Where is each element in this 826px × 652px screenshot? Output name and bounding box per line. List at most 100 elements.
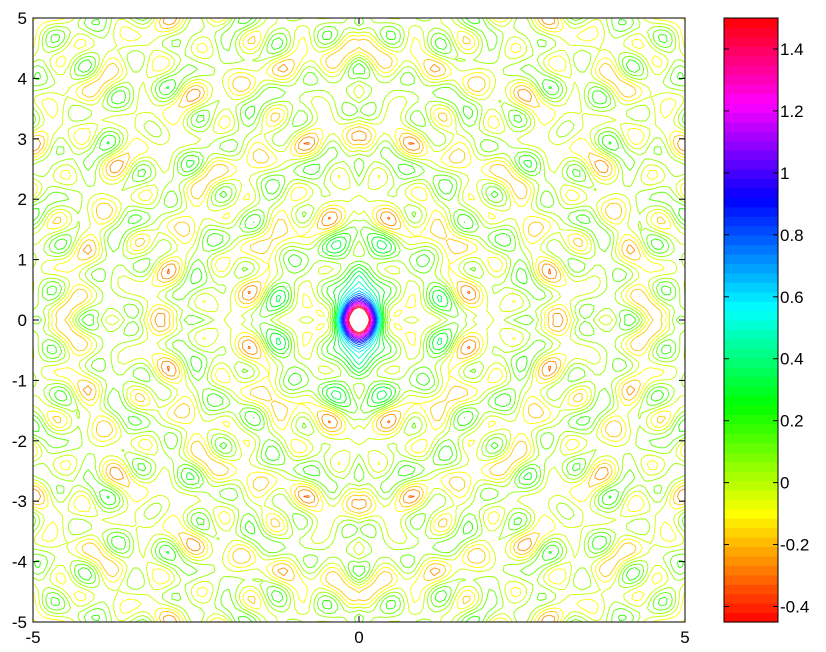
colorbar-band [724,150,778,161]
contour-level-22 [345,303,373,337]
colorbar-band [724,74,778,85]
colorbar-tick-label: 1.2 [780,102,804,121]
contour-level-25 [348,306,370,334]
y-tick-label: 4 [18,69,27,88]
colorbar-band [724,546,778,557]
colorbar-band [724,310,778,321]
colorbar-band [724,574,778,585]
y-tick-label: -2 [12,432,27,451]
colorbar-band [724,187,778,198]
contour-level-1 [166,142,552,498]
y-tick-label: -4 [12,553,27,572]
colorbar-frame [723,17,779,623]
colorbar-band [724,508,778,519]
colorbar-band [724,414,778,425]
contour-level-18 [342,297,376,343]
y-tick-label: 1 [18,251,27,270]
contour-level-21 [344,301,374,339]
colorbar-band [724,263,778,274]
colorbar-band [724,565,778,576]
colorbar-band [724,329,778,340]
contour-level-13 [338,287,380,353]
colorbar-band [724,159,778,170]
colorbar-band [724,518,778,529]
contour-level-5 [32,17,686,623]
colorbar-band [724,93,778,104]
colorbar-band [724,537,778,548]
y-tick-label: 5 [18,9,27,28]
y-tick-label: -1 [12,371,27,390]
y-tick-label: 3 [18,130,27,149]
colorbar-tick-label: 1.4 [780,40,804,59]
colorbar-band [724,253,778,264]
colorbar-band [724,461,778,472]
colorbar-band [724,46,778,57]
x-tick-label: -5 [25,628,40,647]
contour-level-11 [336,274,382,366]
colorbar-band [724,555,778,566]
colorbar-band [724,225,778,236]
colorbar-band [724,612,778,623]
contour-level-17 [341,296,377,344]
colorbar-band [724,102,778,113]
contour-level-7 [32,17,686,623]
contour-level-12 [337,281,381,359]
colorbar-tick-label: 0 [780,474,789,493]
colorbar-band [724,84,778,95]
colorbar-band [724,348,778,359]
colorbar-band [724,244,778,255]
colorbar-band [724,272,778,283]
colorbar-band [724,301,778,312]
contour-level-2 [32,17,686,623]
colorbar-axis: -0.4 -0.2 0 0.2 0.4 0.6 0.8 1 1.2 1.4 [724,40,809,617]
x-axis: -5 0 5 [25,18,690,647]
colorbar-band [724,376,778,387]
contour-level-23 [346,304,372,336]
colorbar-band [724,291,778,302]
y-tick-label: -3 [12,492,27,511]
colorbar-band [724,471,778,482]
y-tick-label: 2 [18,190,27,209]
colorbar-band [724,112,778,123]
contour-level-16 [340,294,378,346]
colorbar-band [724,36,778,47]
colorbar-tick-label: 0.4 [780,350,804,369]
colorbar-band [724,423,778,434]
colorbar [724,18,778,623]
colorbar-band [724,169,778,180]
colorbar-band [724,178,778,189]
colorbar-band [724,489,778,500]
colorbar-band [724,404,778,415]
colorbar-band [724,18,778,29]
contour-level-15 [340,292,378,348]
colorbar-band [724,395,778,406]
colorbar-band [724,55,778,66]
colorbar-band [724,603,778,614]
colorbar-tick-label: -0.4 [780,598,809,617]
colorbar-tick-label: 0.2 [780,412,804,431]
colorbar-band [724,320,778,331]
colorbar-band [724,121,778,132]
contour-level-8 [32,17,686,623]
contour-level-19 [343,299,375,341]
colorbar-band [724,584,778,595]
contour-level-9 [106,86,612,554]
colorbar-tick-label: 0.8 [780,226,804,245]
colorbar-band [724,235,778,246]
colorbar-band [724,338,778,349]
colorbar-tick-label: -0.2 [780,536,809,555]
contour-level-20 [344,300,374,340]
colorbar-band [724,386,778,397]
colorbar-band [724,480,778,491]
colorbar-tick-label: 0.6 [780,288,804,307]
colorbar-band [724,197,778,208]
colorbar-band [724,527,778,538]
contour-level-3 [32,17,686,623]
y-tick-label: -5 [12,613,27,632]
contour-level-14 [339,290,379,350]
contour-level-24 [347,305,371,335]
x-tick-label: 0 [354,628,363,647]
contour-level-10 [275,240,443,400]
colorbar-band [724,206,778,217]
